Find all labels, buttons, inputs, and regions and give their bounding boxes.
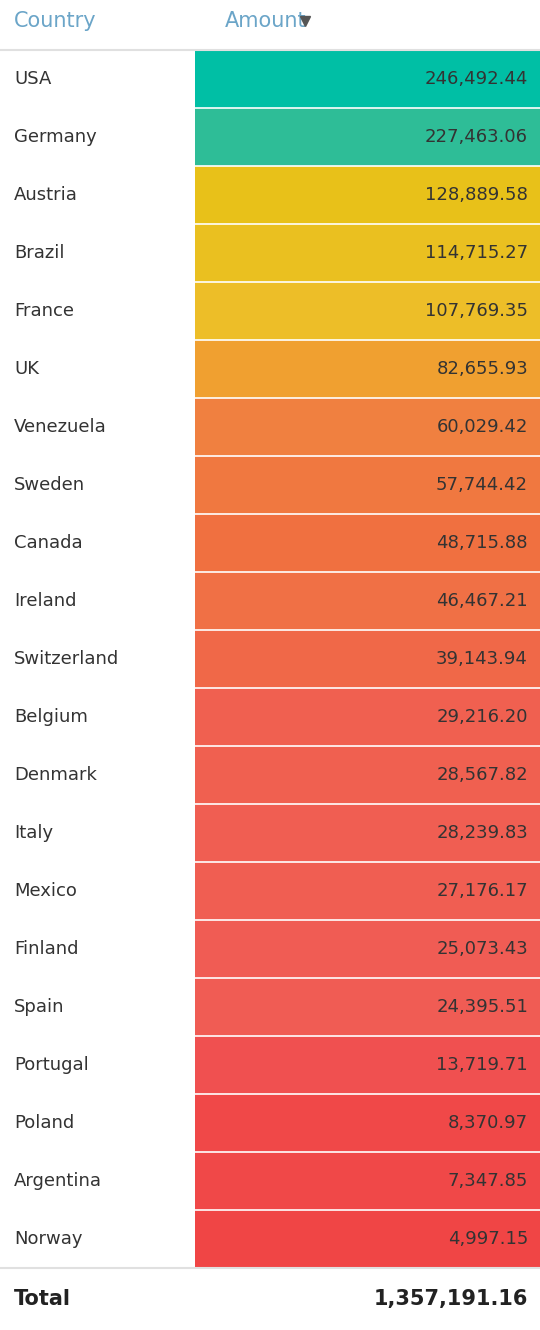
Bar — [195, 1095, 540, 1152]
Text: Denmark: Denmark — [14, 766, 97, 783]
Bar — [0, 978, 195, 1036]
Bar — [0, 920, 195, 978]
Text: Country: Country — [14, 11, 97, 31]
Text: 246,492.44: 246,492.44 — [424, 70, 528, 88]
Bar — [0, 282, 195, 340]
Bar — [0, 862, 195, 920]
Bar — [0, 805, 195, 862]
Bar — [195, 805, 540, 862]
Bar — [195, 1210, 540, 1267]
Text: USA: USA — [14, 70, 51, 88]
Text: 24,395.51: 24,395.51 — [436, 998, 528, 1016]
Bar — [0, 688, 195, 746]
Bar — [0, 1095, 195, 1152]
Bar — [0, 746, 195, 805]
Bar — [195, 223, 540, 282]
Text: Mexico: Mexico — [14, 882, 77, 900]
Text: 114,715.27: 114,715.27 — [425, 243, 528, 262]
Bar — [0, 1152, 195, 1210]
Bar — [0, 1267, 540, 1330]
Text: Amount: Amount — [225, 11, 307, 31]
Bar — [195, 862, 540, 920]
Bar — [0, 108, 195, 166]
Text: 27,176.17: 27,176.17 — [436, 882, 528, 900]
Bar — [195, 108, 540, 166]
Text: Finland: Finland — [14, 940, 78, 958]
Bar — [0, 0, 540, 51]
Text: Ireland: Ireland — [14, 592, 77, 610]
Text: Total: Total — [14, 1289, 71, 1309]
Bar — [195, 340, 540, 398]
Bar — [0, 1036, 195, 1095]
Text: Belgium: Belgium — [14, 708, 88, 726]
Text: Germany: Germany — [14, 128, 97, 146]
Text: 4,997.15: 4,997.15 — [448, 1230, 528, 1248]
Bar — [195, 746, 540, 805]
Text: Venezuela: Venezuela — [14, 418, 107, 436]
Text: 13,719.71: 13,719.71 — [436, 1056, 528, 1075]
Text: 28,239.83: 28,239.83 — [436, 825, 528, 842]
Bar — [195, 51, 540, 108]
Text: Spain: Spain — [14, 998, 64, 1016]
Bar — [195, 166, 540, 223]
Bar — [195, 456, 540, 513]
Text: 29,216.20: 29,216.20 — [436, 708, 528, 726]
Text: 128,889.58: 128,889.58 — [425, 186, 528, 203]
Text: Portugal: Portugal — [14, 1056, 89, 1075]
Bar — [195, 1152, 540, 1210]
Bar — [0, 1210, 195, 1267]
Bar — [0, 398, 195, 456]
Bar — [195, 1036, 540, 1095]
Bar — [195, 920, 540, 978]
Text: 60,029.42: 60,029.42 — [437, 418, 528, 436]
Text: Sweden: Sweden — [14, 476, 85, 493]
Bar — [0, 51, 195, 108]
Text: 7,347.85: 7,347.85 — [448, 1172, 528, 1190]
Bar — [0, 166, 195, 223]
Text: Brazil: Brazil — [14, 243, 64, 262]
Text: 8,370.97: 8,370.97 — [448, 1115, 528, 1132]
Bar — [195, 398, 540, 456]
Bar — [0, 340, 195, 398]
Bar — [0, 572, 195, 630]
Bar — [0, 456, 195, 513]
Bar — [195, 282, 540, 340]
Text: 39,143.94: 39,143.94 — [436, 650, 528, 668]
Text: 107,769.35: 107,769.35 — [425, 302, 528, 321]
Bar — [195, 572, 540, 630]
Bar — [0, 513, 195, 572]
Text: 48,715.88: 48,715.88 — [436, 535, 528, 552]
Text: Italy: Italy — [14, 825, 53, 842]
Text: 46,467.21: 46,467.21 — [436, 592, 528, 610]
Text: Canada: Canada — [14, 535, 83, 552]
Text: France: France — [14, 302, 74, 321]
Bar — [0, 223, 195, 282]
Bar — [195, 688, 540, 746]
Text: 227,463.06: 227,463.06 — [425, 128, 528, 146]
Text: 57,744.42: 57,744.42 — [436, 476, 528, 493]
Text: Poland: Poland — [14, 1115, 75, 1132]
Text: Switzerland: Switzerland — [14, 650, 119, 668]
Text: Norway: Norway — [14, 1230, 83, 1248]
Text: 1,357,191.16: 1,357,191.16 — [374, 1289, 528, 1309]
Bar — [0, 630, 195, 688]
Text: Austria: Austria — [14, 186, 78, 203]
Bar — [195, 513, 540, 572]
Bar — [195, 630, 540, 688]
Bar — [195, 978, 540, 1036]
Text: Argentina: Argentina — [14, 1172, 102, 1190]
Text: 25,073.43: 25,073.43 — [436, 940, 528, 958]
Text: 28,567.82: 28,567.82 — [436, 766, 528, 783]
Text: 82,655.93: 82,655.93 — [436, 360, 528, 378]
Text: UK: UK — [14, 360, 39, 378]
